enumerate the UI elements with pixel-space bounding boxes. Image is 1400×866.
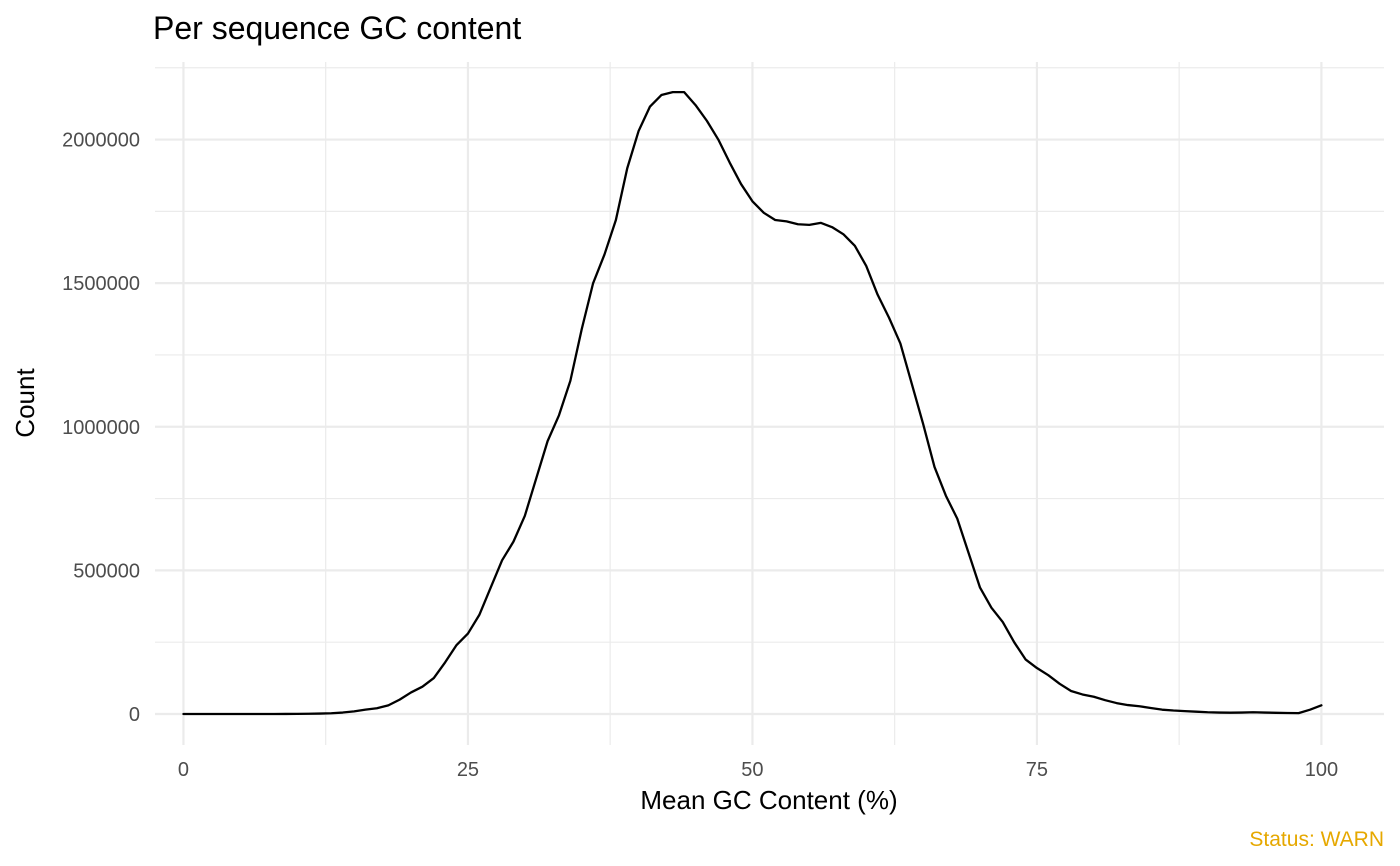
y-tick-label: 1000000 — [62, 417, 140, 439]
x-tick-label: 25 — [457, 759, 479, 781]
x-tick-label: 0 — [178, 759, 189, 781]
gc-content-series-line — [182, 91, 1323, 716]
y-tick-label: 2000000 — [62, 130, 140, 152]
x-tick-label: 50 — [741, 759, 763, 781]
x-tick-labels: 0 25 50 75 100 — [178, 759, 1338, 781]
major-grid — [155, 62, 1384, 745]
y-tick-label: 1500000 — [62, 273, 140, 295]
y-tick-label: 500000 — [73, 560, 140, 582]
x-axis-title: Mean GC Content (%) — [640, 785, 897, 815]
minor-grid — [155, 62, 1384, 745]
x-tick-label: 75 — [1026, 759, 1048, 781]
series-layer — [182, 91, 1323, 716]
y-tick-label: 0 — [129, 704, 140, 726]
x-tick-label: 100 — [1305, 759, 1338, 781]
chart-title: Per sequence GC content — [153, 10, 521, 46]
y-tick-labels: 0 500000 1000000 1500000 2000000 — [62, 130, 140, 726]
y-axis-title: Count — [10, 368, 40, 438]
status-label: Status: WARN — [1249, 828, 1384, 851]
